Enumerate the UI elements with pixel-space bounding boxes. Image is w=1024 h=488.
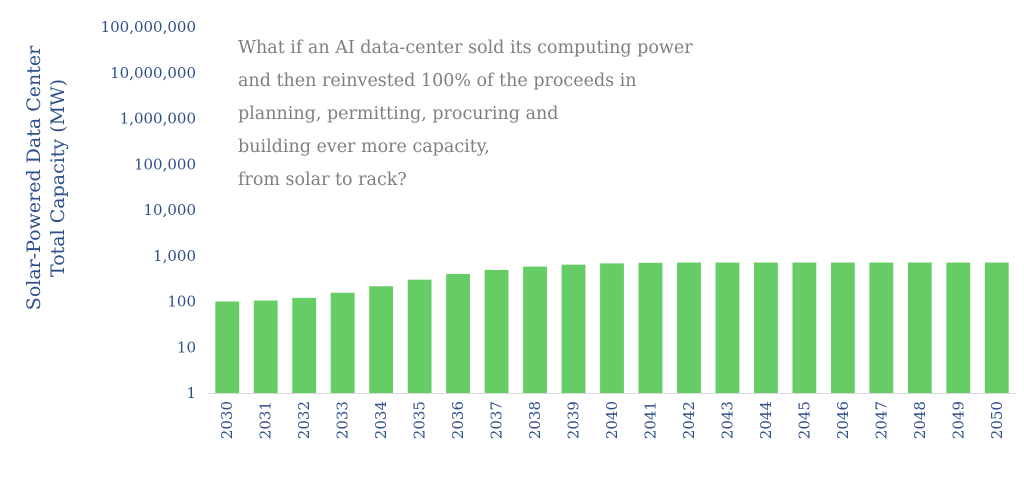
bar-2046 xyxy=(830,262,855,393)
x-tick-label: 2034 xyxy=(372,401,390,439)
x-tick-label: 2032 xyxy=(295,401,313,439)
x-axis-ticks: 2030 2031 2032 2033 2034 2035 2036 2037 2038 2039… xyxy=(218,401,1006,439)
x-tick-label: 2042 xyxy=(680,401,698,439)
bar-2032 xyxy=(292,297,317,393)
bar-2039 xyxy=(561,264,586,393)
y-axis-ticks: 1 10 100 1,000 10,000 100,000 1,000,000 10,000,… xyxy=(101,18,196,402)
y-tick-label: 1,000 xyxy=(153,247,196,265)
x-tick-label: 2033 xyxy=(334,401,352,439)
bars xyxy=(215,262,1009,393)
x-tick-label: 2035 xyxy=(411,401,429,439)
x-tick-label: 2030 xyxy=(218,401,236,439)
x-tick-label: 2044 xyxy=(757,401,775,439)
bar-2033 xyxy=(330,292,355,393)
bar-2049 xyxy=(946,262,971,393)
x-tick-label: 2049 xyxy=(949,401,967,439)
x-tick-label: 2045 xyxy=(795,401,813,439)
x-tick-label: 2037 xyxy=(488,401,506,439)
x-tick-label: 2046 xyxy=(834,401,852,439)
y-tick-label: 1,000,000 xyxy=(120,110,196,128)
x-tick-label: 2038 xyxy=(526,401,544,439)
x-tick-label: 2043 xyxy=(718,401,736,439)
bar-2034 xyxy=(369,286,394,393)
bar-2045 xyxy=(792,262,817,393)
annotation-line: What if an AI data-center sold its compu… xyxy=(238,38,693,58)
y-tick-label: 10,000,000 xyxy=(110,64,196,82)
y-axis-label: Solar-Powered Data Center Total Capacity … xyxy=(23,45,69,310)
x-tick-label: 2050 xyxy=(988,401,1006,439)
bar-2030 xyxy=(215,301,240,393)
x-tick-label: 2048 xyxy=(911,401,929,439)
x-tick-label: 2040 xyxy=(603,401,621,439)
x-tick-label: 2031 xyxy=(257,401,275,439)
y-tick-label: 10 xyxy=(177,338,196,356)
bar-2047 xyxy=(869,262,894,393)
bar-2035 xyxy=(407,279,432,393)
y-axis-label-line: Total Capacity (MW) xyxy=(47,79,69,277)
bar-2042 xyxy=(677,262,701,393)
x-tick-label: 2036 xyxy=(449,401,467,439)
bar-2048 xyxy=(907,262,932,393)
annotation-line: from solar to rack? xyxy=(238,170,407,190)
bar-2036 xyxy=(446,273,471,393)
annotation-line: and then reinvested 100% of the proceeds… xyxy=(238,71,637,91)
y-axis-label-line: Solar-Powered Data Center xyxy=(23,45,45,310)
bar-2037 xyxy=(484,269,509,393)
y-tick-label: 100,000 xyxy=(134,155,196,173)
x-tick-label: 2041 xyxy=(641,401,659,439)
x-tick-label: 2039 xyxy=(565,401,583,439)
bar-2041 xyxy=(638,262,663,393)
annotation-line: building ever more capacity, xyxy=(238,137,490,157)
bar-2038 xyxy=(523,266,547,393)
y-tick-label: 100,000,000 xyxy=(101,18,196,36)
bar-2050 xyxy=(984,262,1009,393)
bar-2043 xyxy=(715,262,740,393)
y-tick-label: 1 xyxy=(186,384,196,402)
bar-2044 xyxy=(753,262,778,393)
bar-2040 xyxy=(600,263,624,393)
y-tick-label: 100 xyxy=(167,293,196,311)
annotation-line: planning, permitting, procuring and xyxy=(238,104,559,124)
bar-2031 xyxy=(253,300,278,393)
y-tick-label: 10,000 xyxy=(144,201,197,219)
x-tick-label: 2047 xyxy=(872,401,890,439)
